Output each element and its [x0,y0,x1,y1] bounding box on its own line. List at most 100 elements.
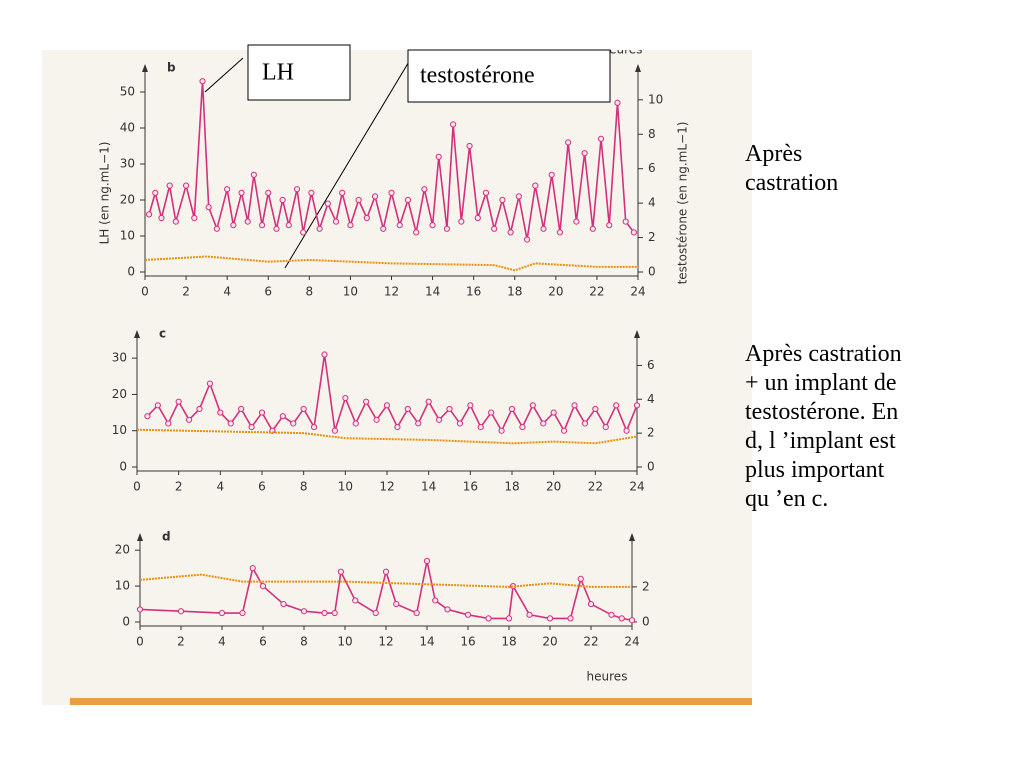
y-tick-label: 10 [120,229,135,243]
lh-point [352,597,359,604]
lh-point [505,615,513,622]
y2-tick-label: 0 [642,615,650,629]
lh-point [279,413,286,420]
lh-point [565,139,572,146]
y-tick-label: 10 [112,423,127,437]
lh-point [172,218,179,225]
y2-tick-label: 2 [642,579,650,593]
x-tick-label: 6 [258,480,266,494]
lh-point [519,423,526,431]
x-tick-label: 16 [466,285,481,299]
lh-point [248,423,255,431]
lh-point [321,609,328,617]
lh-point [577,575,584,583]
y2-tick-label: 10 [648,92,663,106]
lh-point [279,196,286,204]
lh-point [491,225,498,232]
lh-point [523,236,531,243]
lh-point [628,617,636,624]
lh-point [485,615,492,622]
scan-strip [70,698,752,705]
x-tick-label: 8 [306,285,314,299]
lh-point [331,427,339,434]
x-tick-label: 8 [300,635,308,649]
lh-point [573,218,580,225]
lh-point [423,557,431,565]
lh-point [230,222,237,229]
axis-arrow [137,533,143,541]
x-tick-label: 18 [507,285,522,299]
panel-label: d [162,530,171,544]
x-tick-label: 10 [338,480,353,494]
x-tick-label: 24 [630,285,645,299]
x-tick-label: 24 [629,480,644,494]
lh-point [339,189,346,196]
lh-point [308,189,315,196]
lh-point [290,420,297,427]
x-tick-label: 10 [337,635,352,649]
lh-point [337,568,344,575]
lh-point [425,398,432,405]
y-tick-label: 20 [112,387,127,401]
lh-point [213,225,220,232]
lh-point [300,608,308,615]
lh-point [477,423,484,431]
lh-point [154,402,161,409]
scan-fragment: heures [602,43,643,57]
lh-point [373,416,380,423]
x-tick-label: 14 [425,285,440,299]
lh-point [332,218,340,225]
lh-point [285,222,292,229]
lh-point [587,600,595,608]
x-tick-label: 4 [223,285,231,299]
y-tick-label: 20 [120,193,135,207]
lh-point [316,225,323,232]
x-tick-label: 20 [548,285,563,299]
panel-label: c [159,327,166,341]
lh-point [152,189,159,196]
y-tick-label: 20 [115,543,130,557]
lh-point [342,394,349,402]
x-tick-label: 14 [419,635,434,649]
x-tick-label: 20 [546,480,561,494]
y2-tick-label: 4 [648,196,656,210]
lh-point [507,229,514,236]
note: Après castration + un implant de testostér… [745,340,902,514]
lh-point [363,398,370,405]
x-tick-label: 18 [501,635,516,649]
lh-point [482,189,490,196]
lh-point [498,427,505,434]
note-line: Après castration [745,341,902,367]
lh-point [393,600,400,608]
lh-point [206,380,214,387]
lh-point [185,416,193,423]
lh-point [540,225,547,232]
axis-arrow [134,330,140,338]
lh-point [239,609,246,617]
lh-point [622,218,629,225]
lh-point [404,405,411,413]
lh-point [421,186,428,193]
lh-point [429,222,436,229]
y-tick-label: 10 [115,579,130,593]
lh-point [623,427,630,434]
y2-tick-label: 8 [648,127,656,141]
lh-point [191,214,198,222]
lh-point [177,608,185,615]
lh-point [415,420,422,427]
x-tick-label: 2 [177,635,185,649]
lh-point [136,606,144,613]
lh-point [450,121,457,128]
lh-point [413,229,420,236]
lh-point [310,423,318,431]
x-tick-label: 4 [218,635,226,649]
y2-tick-label: 6 [647,358,655,372]
lh-point [249,565,256,572]
lh-point [404,196,412,204]
lh-point [372,609,379,617]
y-tick-label: 50 [120,85,135,99]
lh-point [238,189,245,196]
y-tick-label: 0 [119,460,127,474]
x-tick-label: 8 [300,480,308,494]
